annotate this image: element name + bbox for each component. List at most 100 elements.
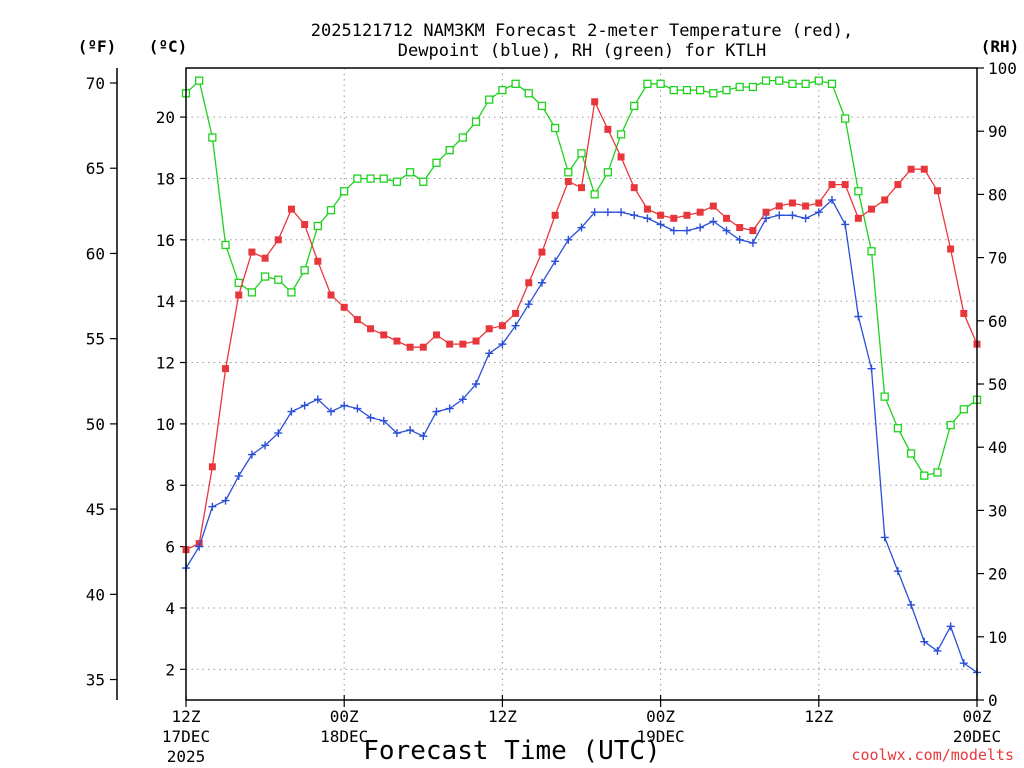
fahrenheit-tick-label: 60 (86, 244, 105, 263)
dewpoint-point (353, 404, 362, 413)
dewpoint-point (458, 395, 467, 404)
rh-point (485, 95, 494, 104)
dewpoint-point (313, 395, 322, 404)
rh-point (260, 272, 270, 281)
dewpoint-point (722, 226, 731, 235)
rh-point (379, 174, 388, 183)
dewpoint-point (880, 533, 889, 542)
temperature-point (472, 337, 480, 345)
dewpoint-point (709, 217, 718, 226)
rh-tick-label: 70 (988, 249, 1007, 268)
dewpoint-point (827, 195, 836, 204)
fahrenheit-tick-label: 35 (86, 671, 105, 690)
time-tick-label: 00Z (646, 707, 675, 726)
rh-point (867, 247, 876, 256)
fahrenheit-tick-label: 65 (86, 159, 105, 178)
temperature-point (907, 165, 915, 173)
temperature-point (881, 196, 889, 204)
rh-point (511, 79, 520, 88)
temperature-point (591, 98, 599, 106)
dewpoint-point (617, 208, 626, 217)
rh-tick-label: 90 (988, 122, 1007, 141)
dewpoint-point (287, 407, 296, 416)
dewpoint-point (432, 407, 441, 416)
dewpoint-point (524, 300, 533, 309)
temperature-point (367, 325, 375, 333)
temperature-point (380, 331, 388, 339)
dewpoint-point (261, 441, 270, 450)
rh-point (590, 190, 599, 199)
temperature-point (353, 316, 361, 324)
fahrenheit-axis: 35 40 45 50 55 60 65 70 (86, 74, 117, 690)
dewpoint-point (221, 496, 230, 505)
rh-tick-label: 60 (988, 312, 1007, 331)
dewpoint-point (630, 211, 639, 220)
time-tick-label: 00Z (330, 707, 359, 726)
rh-point (564, 168, 573, 177)
dewpoint-point (485, 349, 494, 358)
rh-tick-label: 0 (988, 691, 998, 710)
rh-point (432, 158, 441, 167)
temperature-point (960, 309, 968, 317)
temperature-point (222, 365, 230, 373)
rh-tick-label: 50 (988, 375, 1007, 394)
dewpoint-point (472, 380, 481, 388)
time-tick-date: 17DEC (162, 727, 210, 746)
time-tick-label: 12Z (804, 707, 833, 726)
rh-point (656, 79, 665, 88)
temperature-point (723, 214, 731, 222)
temperature-point (683, 211, 691, 219)
temperature-point (617, 153, 625, 161)
temperature-point (815, 199, 823, 207)
celsius-tick-label: 10 (156, 415, 175, 434)
temperature-point (538, 248, 546, 256)
temperature-point (564, 178, 572, 186)
temperature-point (578, 184, 585, 192)
temperature-point (314, 257, 322, 265)
dewpoint-point (682, 226, 691, 235)
rh-point (801, 79, 810, 88)
dewpoint-point (841, 220, 850, 229)
temperature-point (828, 181, 836, 189)
fahrenheit-unit-label: (ºF) (78, 37, 117, 56)
rh-point (445, 146, 454, 155)
rh-point (696, 85, 705, 95)
series-dewpoint (182, 195, 981, 677)
rh-tick-label: 30 (988, 501, 1007, 520)
temperature-point (933, 187, 941, 195)
rh-point (287, 288, 296, 297)
rh-point (458, 133, 468, 142)
series-rh (181, 76, 982, 480)
dewpoint-point (234, 472, 243, 481)
temperature-point (604, 125, 612, 133)
rh-point (775, 76, 784, 85)
grid-lines (185, 68, 978, 700)
dewpoint-point (274, 429, 283, 438)
rh-point (392, 177, 402, 186)
dewpoint-point (419, 432, 428, 441)
dewpoint-point (498, 340, 507, 349)
dewpoint-point (946, 622, 955, 631)
time-tick-label: 12Z (488, 707, 517, 726)
rh-point (300, 266, 309, 275)
temperature-point (788, 199, 796, 207)
dewpoint-point (643, 214, 652, 223)
fahrenheit-tick-label: 40 (86, 585, 105, 604)
rh-axis: 0 10 20 30 40 50 60 70 80 90 100 (977, 59, 1017, 710)
dewpoint-point (775, 211, 784, 220)
temperature-point (894, 181, 902, 189)
fahrenheit-tick-label: 45 (86, 500, 105, 519)
temperature-point (525, 279, 533, 287)
temperature-point (749, 227, 757, 235)
dewpoint-point (445, 404, 454, 413)
rh-tick-label: 100 (988, 59, 1017, 78)
rh-point (313, 221, 322, 231)
rh-point (326, 206, 336, 215)
credit-text: coolwx.com/modelts (851, 746, 1014, 764)
temperature-point (512, 309, 520, 317)
rh-point (221, 240, 230, 250)
temperature-point (301, 220, 309, 228)
rh-point (471, 117, 481, 126)
dewpoint-point (603, 208, 612, 217)
